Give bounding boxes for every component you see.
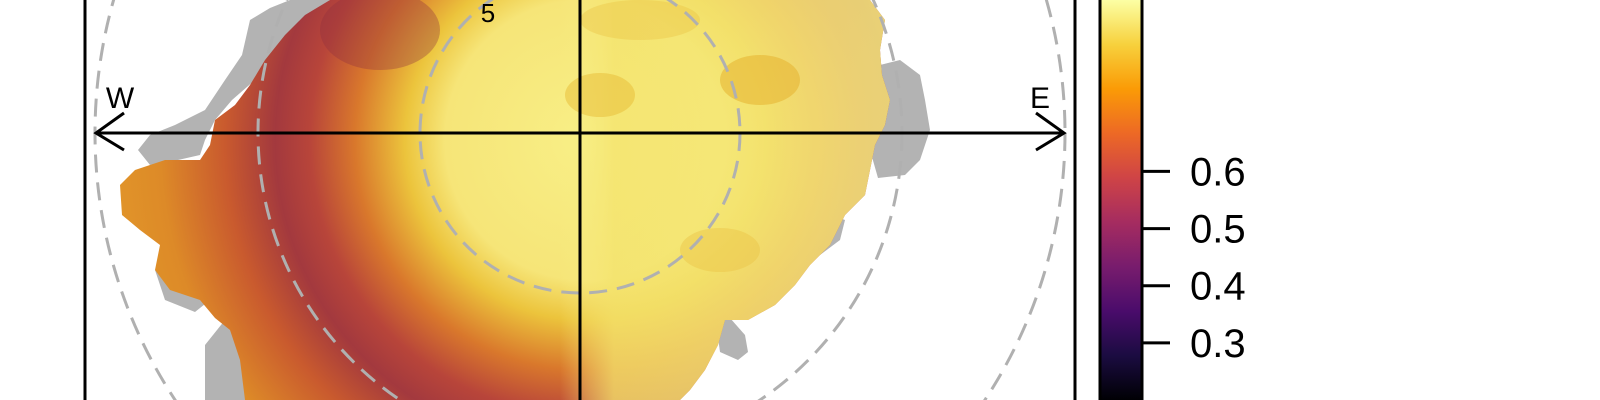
colorbar-strip: [1098, 0, 1144, 400]
ring-label: 5: [481, 0, 495, 28]
east-label: E: [1030, 82, 1050, 115]
colorbar-tick-label: 0.4: [1190, 265, 1246, 309]
west-arrowhead: [93, 111, 125, 152]
plot-panel: 5 W E: [83, 0, 1077, 400]
colorbar: 0.3 0.4 0.5 0.6: [1098, 0, 1246, 400]
colorbar-tick-label: 0.5: [1190, 208, 1246, 252]
colorbar-tick-label: 0.3: [1190, 322, 1246, 366]
east-arrowhead: [1035, 111, 1067, 152]
west-label: W: [106, 82, 135, 115]
colorbar-tick-label: 0.6: [1190, 150, 1246, 194]
